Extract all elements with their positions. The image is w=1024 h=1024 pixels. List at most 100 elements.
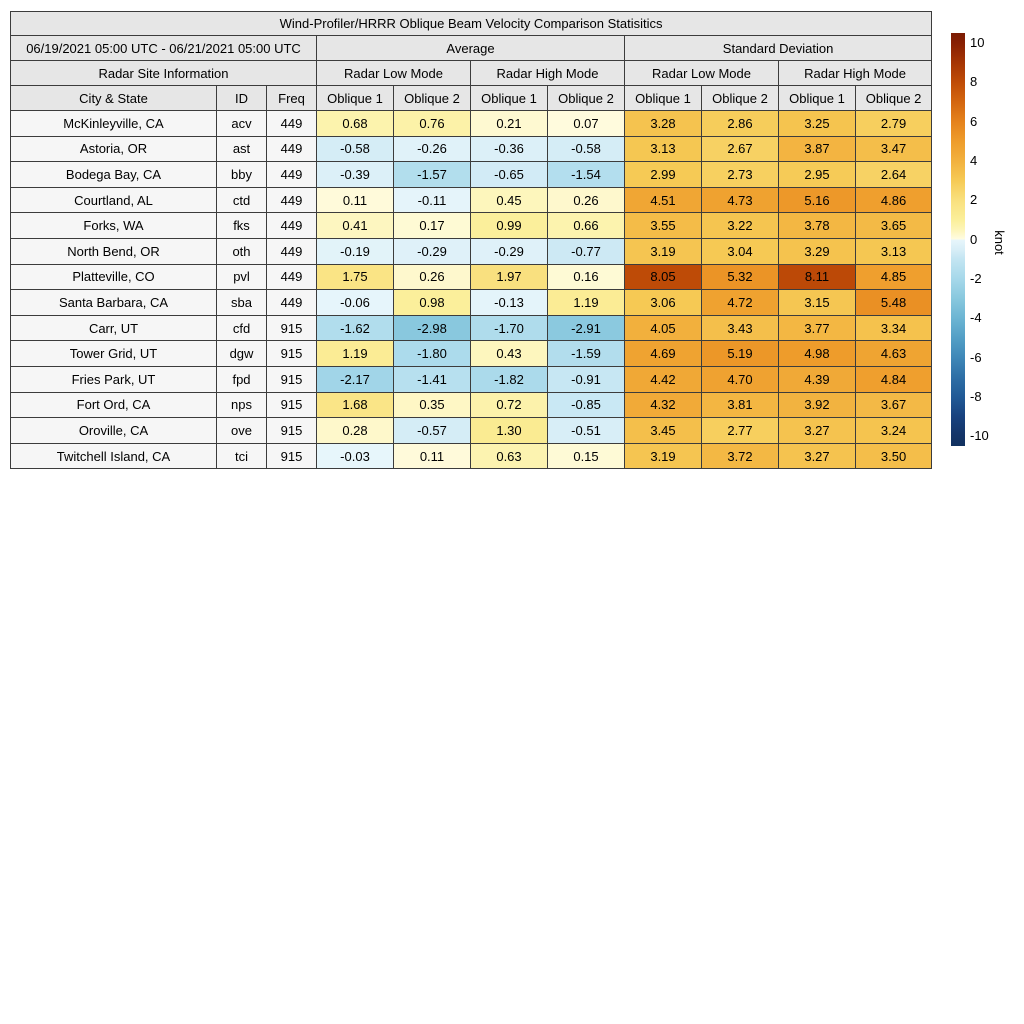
value-cell: 2.86 [701,110,779,137]
value-cell: 4.32 [624,391,702,419]
freq-cell: 449 [266,110,317,137]
std-group-header: Standard Deviation [623,35,933,61]
city-cell: Oroville, CA [10,417,217,444]
value-cell: 0.66 [547,212,625,239]
value-cell: 3.47 [854,135,933,163]
value-cell: -0.26 [393,135,471,163]
city-cell: Platteville, CO [10,263,217,291]
id-cell: cfd [216,314,267,342]
value-cell: 3.13 [854,237,933,265]
colorbar-tick: 10 [970,34,985,50]
table-row: Oroville, CA ove 915 0.28 -0.57 1.30 -0.51 3.45… [10,417,933,444]
value-cell: -1.41 [393,365,471,393]
city-cell: McKinleyville, CA [10,110,217,137]
mode-header-avg-low: Radar Low Mode [316,60,471,86]
col-header-oblique: Oblique 1 [316,85,394,111]
freq-cell: 449 [266,212,317,239]
value-cell: 3.28 [624,110,702,137]
value-cell: 0.21 [470,110,548,137]
value-cell: 3.15 [778,289,856,316]
value-cell: 2.64 [854,161,933,188]
value-cell: 3.27 [778,417,856,444]
value-cell: -0.11 [393,186,471,214]
value-cell: -1.59 [547,340,625,367]
value-cell: -0.58 [547,135,625,163]
value-cell: 3.72 [701,442,779,470]
value-cell: 2.99 [624,161,702,188]
value-cell: 0.28 [316,417,394,444]
value-cell: 3.22 [701,212,779,239]
city-cell: Fort Ord, CA [10,391,217,419]
value-cell: 3.34 [854,314,933,342]
table-row: Santa Barbara, CA sba 449 -0.06 0.98 -0.13 1.1… [10,289,933,316]
colorbar-tick: 2 [970,192,978,208]
id-cell: fpd [216,365,267,393]
value-cell: 0.72 [470,391,548,419]
value-cell: 1.75 [316,263,394,291]
value-cell: -0.57 [393,417,471,444]
table-row: Forks, WA fks 449 0.41 0.17 0.99 0.66 3.55 3.22 3… [10,212,933,239]
table-row: McKinleyville, CA acv 449 0.68 0.76 0.21 0.07 3… [10,110,933,137]
col-header-oblique: Oblique 2 [547,85,625,111]
mode-header-std-low: Radar Low Mode [624,60,779,86]
value-cell: 1.30 [470,417,548,444]
value-cell: -0.29 [393,237,471,265]
mode-header-avg-high: Radar High Mode [470,60,625,86]
value-cell: 4.51 [624,186,702,214]
colorbar-tick: -10 [970,428,989,444]
value-cell: 0.76 [393,110,471,137]
table-row: Carr, UT cfd 915 -1.62 -2.98 -1.70 -2.91 4.05 3.… [10,314,933,342]
value-cell: 3.81 [701,391,779,419]
value-cell: 4.72 [701,289,779,316]
value-cell: 3.29 [778,237,856,265]
stats-table: Wind-Profiler/HRRR Oblique Beam Velocity… [9,11,933,470]
value-cell: 3.25 [778,110,856,137]
value-cell: 0.35 [393,391,471,419]
value-cell: 3.04 [701,237,779,265]
id-cell: fks [216,212,267,239]
value-cell: -2.17 [316,365,394,393]
value-cell: 0.98 [393,289,471,316]
value-cell: -0.19 [316,237,394,265]
table-row: Twitchell Island, CA tci 915 -0.03 0.11 0.63 0… [10,442,933,470]
value-cell: -0.91 [547,365,625,393]
value-cell: 0.17 [393,212,471,239]
id-cell: sba [216,289,267,316]
table-row: Fort Ord, CA nps 915 1.68 0.35 0.72 -0.85 4.32 3… [10,391,933,419]
value-cell: -1.62 [316,314,394,342]
value-cell: 0.11 [316,186,394,214]
period-cell: 06/19/2021 05:00 UTC - 06/21/2021 05:00 … [10,35,317,61]
id-cell: bby [216,161,267,188]
table-row: Tower Grid, UT dgw 915 1.19 -1.80 0.43 -1.59 4.… [10,340,933,367]
value-cell: 5.19 [701,340,779,367]
table-row: North Bend, OR oth 449 -0.19 -0.29 -0.29 -0.77… [10,237,933,265]
value-cell: 0.15 [547,442,625,470]
value-cell: 1.19 [316,340,394,367]
value-cell: 2.77 [701,417,779,444]
value-cell: -0.36 [470,135,548,163]
value-cell: 1.19 [547,289,625,316]
value-cell: -0.65 [470,161,548,188]
value-cell: 5.32 [701,263,779,291]
value-cell: -0.77 [547,237,625,265]
table-title: Wind-Profiler/HRRR Oblique Beam Velocity… [9,11,933,36]
city-cell: Santa Barbara, CA [10,289,217,316]
value-cell: 0.68 [316,110,394,137]
freq-cell: 915 [266,391,317,419]
value-cell: 8.05 [624,263,702,291]
value-cell: -0.13 [470,289,548,316]
value-cell: 3.65 [854,212,933,239]
value-cell: 3.87 [778,135,856,163]
colorbar-gradient [951,33,965,446]
value-cell: 0.43 [470,340,548,367]
value-cell: 4.86 [854,186,933,214]
city-cell: Fries Park, UT [10,365,217,393]
col-header-oblique: Oblique 1 [470,85,548,111]
col-header-oblique: Oblique 1 [624,85,702,111]
id-cell: nps [216,391,267,419]
value-cell: 2.79 [854,110,933,137]
value-cell: 3.55 [624,212,702,239]
value-cell: 0.99 [470,212,548,239]
value-cell: 3.77 [778,314,856,342]
